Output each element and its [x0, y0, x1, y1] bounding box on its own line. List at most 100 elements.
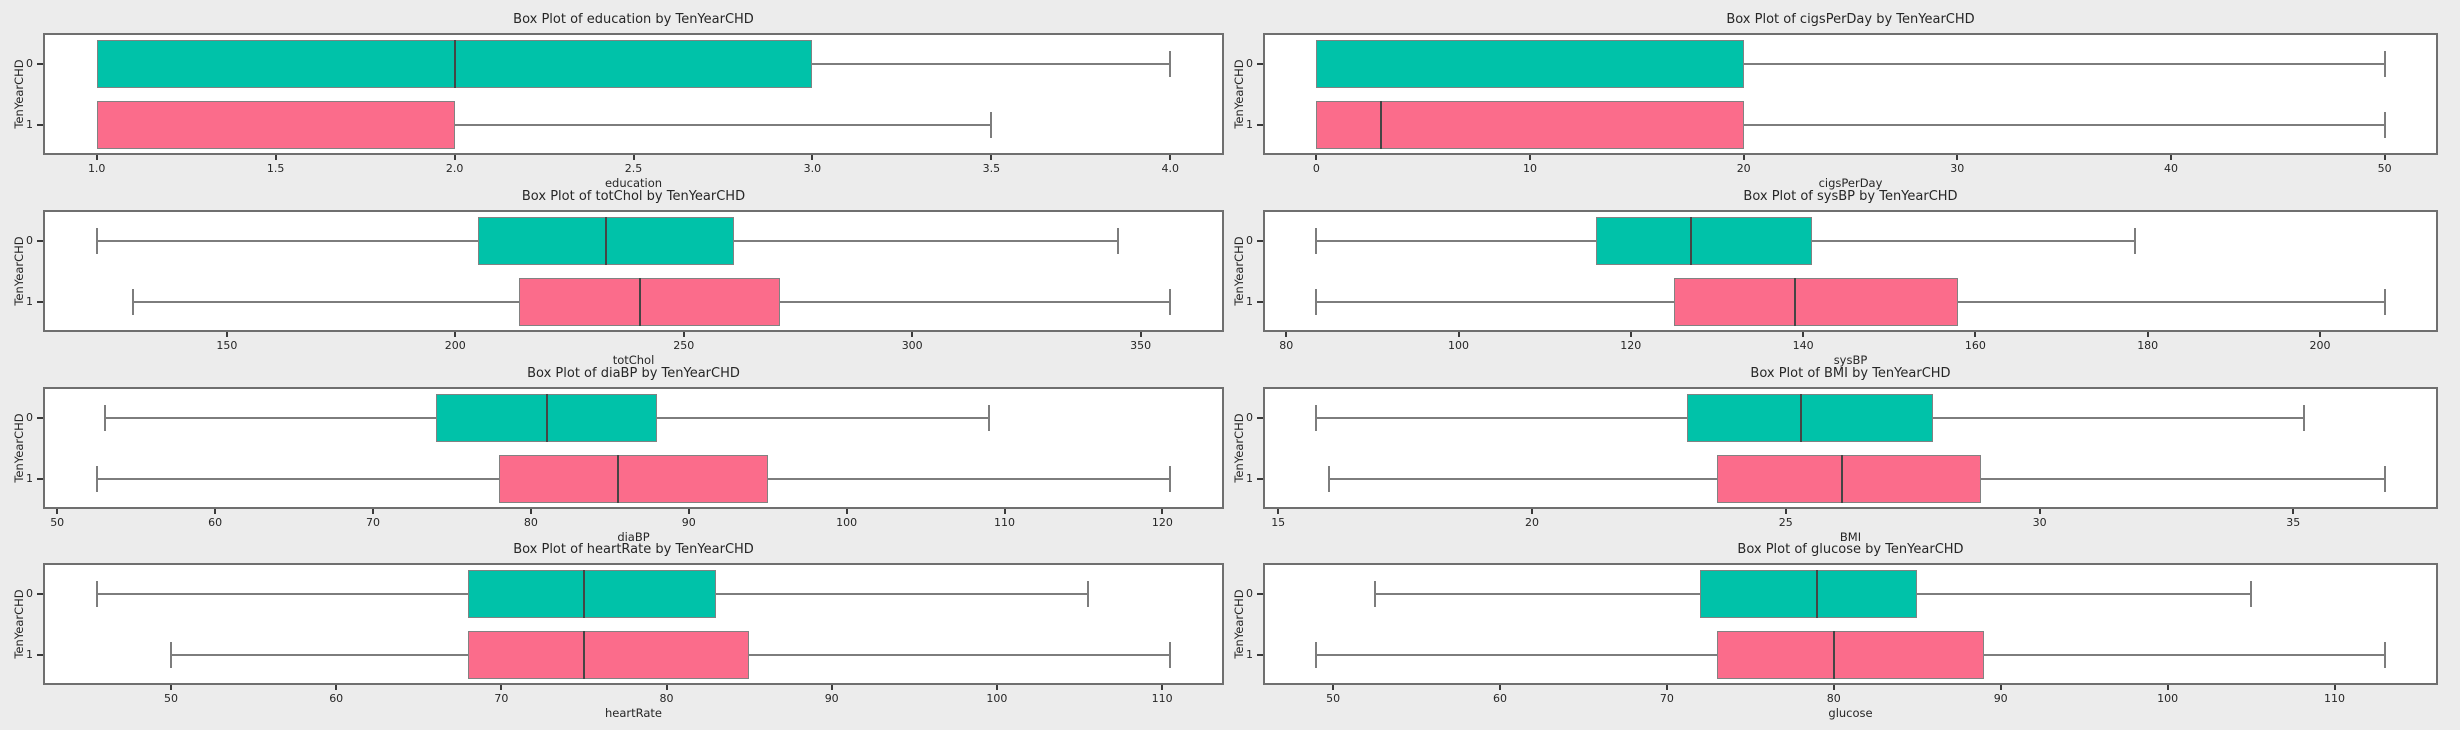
whisker-cap-max-sysBP-0 — [2133, 227, 2136, 254]
panel-title-cigsPerDay: Box Plot of cigsPerDay by TenYearCHD — [1726, 12, 1975, 27]
box-totChol-chd1 — [519, 277, 780, 326]
x-tick-label-cigsPerDay-2: 20 — [1736, 162, 1751, 175]
x-tick-label-sysBP-5: 180 — [2137, 339, 2159, 352]
x-tick-sysBP-3 — [1802, 332, 1805, 337]
y-tick-cigsPerDay-1 — [1257, 123, 1263, 126]
x-tick-label-education-5: 3.5 — [982, 162, 1001, 175]
x-tick-education-6 — [1169, 155, 1172, 160]
y-tick-heartRate-0 — [37, 592, 43, 595]
x-tick-label-BMI-1: 20 — [1525, 516, 1539, 529]
x-tick-label-education-3: 2.5 — [624, 162, 643, 175]
x-tick-label-cigsPerDay-1: 10 — [1523, 162, 1537, 175]
whisker-line-high-heartRate-0 — [716, 592, 1088, 595]
y-tick-label-BMI-1: 1 — [1246, 471, 1253, 485]
whisker-cap-min-glucose-1 — [1315, 641, 1318, 668]
x-tick-label-totChol-4: 350 — [1130, 339, 1152, 352]
x-tick-label-totChol-1: 200 — [444, 339, 466, 352]
x-tick-BMI-3 — [2038, 509, 2041, 514]
whisker-cap-min-BMI-1 — [1328, 465, 1330, 492]
panel-title-heartRate: Box Plot of heartRate by TenYearCHD — [513, 542, 754, 557]
whisker-cap-min-glucose-0 — [1373, 580, 1376, 607]
whisker-cap-max-cigsPerDay-0 — [2383, 50, 2386, 77]
whisker-line-high-glucose-1 — [1984, 653, 2385, 656]
x-tick-education-3 — [632, 155, 635, 160]
whisker-line-low-sysBP-0 — [1316, 239, 1597, 242]
x-tick-heartRate-6 — [1161, 685, 1164, 690]
x-tick-label-totChol-2: 250 — [673, 339, 695, 352]
median-line-glucose-0 — [1816, 569, 1819, 618]
x-tick-label-diaBP-7: 120 — [1151, 516, 1173, 529]
box-heartRate-chd1 — [468, 630, 750, 679]
y-tick-label-diaBP-1: 1 — [26, 471, 33, 485]
x-tick-cigsPerDay-3 — [1956, 155, 1959, 160]
median-line-glucose-1 — [1832, 630, 1835, 679]
x-tick-totChol-2 — [682, 332, 685, 337]
whisker-cap-max-glucose-0 — [2250, 580, 2253, 607]
x-tick-label-glucose-1: 60 — [1493, 692, 1507, 705]
x-tick-label-BMI-2: 25 — [1778, 516, 1793, 529]
y-tick-cigsPerDay-0 — [1257, 62, 1263, 65]
x-tick-sysBP-2 — [1629, 332, 1632, 337]
x-tick-education-2 — [453, 155, 456, 160]
median-line-totChol-0 — [605, 216, 608, 265]
median-line-sysBP-0 — [1690, 216, 1693, 265]
whisker-line-low-glucose-1 — [1316, 653, 1717, 656]
median-line-diaBP-0 — [545, 393, 548, 442]
x-tick-education-0 — [95, 155, 98, 160]
box-diaBP-chd1 — [499, 454, 768, 503]
x-tick-BMI-1 — [1531, 509, 1533, 514]
median-line-BMI-1 — [1840, 454, 1843, 503]
x-tick-diaBP-2 — [372, 509, 374, 514]
whisker-cap-max-diaBP-0 — [987, 404, 990, 431]
x-tick-label-diaBP-0: 50 — [50, 516, 65, 529]
y-tick-BMI-1 — [1257, 477, 1263, 480]
x-tick-sysBP-1 — [1457, 332, 1460, 337]
x-tick-heartRate-0 — [170, 685, 172, 690]
x-tick-label-sysBP-3: 140 — [1792, 339, 1814, 352]
x-tick-label-diaBP-5: 100 — [836, 516, 858, 529]
box-glucose-chd0 — [1700, 569, 1918, 618]
x-tick-diaBP-4 — [687, 509, 690, 514]
median-line-totChol-1 — [639, 277, 642, 326]
x-tick-diaBP-0 — [56, 509, 59, 514]
x-tick-glucose-4 — [1999, 685, 2002, 690]
whisker-line-low-diaBP-1 — [96, 477, 500, 480]
median-line-cigsPerDay-1 — [1379, 100, 1382, 149]
whisker-line-high-diaBP-0 — [657, 416, 989, 419]
x-tick-BMI-4 — [2292, 509, 2295, 514]
x-tick-glucose-1 — [1499, 685, 1501, 690]
whisker-line-high-heartRate-1 — [749, 653, 1171, 656]
panel-title-diaBP: Box Plot of diaBP by TenYearCHD — [527, 366, 740, 381]
x-tick-BMI-0 — [1277, 509, 1280, 514]
whisker-cap-max-education-1 — [990, 111, 993, 138]
whisker-cap-max-BMI-1 — [2383, 465, 2386, 492]
box-cigsPerDay-chd1 — [1316, 100, 1744, 149]
x-tick-label-heartRate-0: 50 — [164, 692, 178, 705]
x-tick-label-education-6: 4.0 — [1161, 162, 1180, 175]
x-tick-glucose-2 — [1665, 685, 1668, 690]
x-tick-label-diaBP-1: 60 — [208, 516, 223, 529]
x-tick-label-cigsPerDay-4: 40 — [2164, 162, 2178, 175]
x-tick-diaBP-1 — [214, 509, 217, 514]
whisker-line-high-cigsPerDay-1 — [1743, 123, 2385, 126]
y-tick-sysBP-1 — [1257, 300, 1263, 303]
whisker-line-high-diaBP-1 — [767, 477, 1171, 480]
box-education-chd1 — [96, 100, 455, 149]
x-axis-label-heartRate: heartRate — [604, 706, 663, 720]
x-tick-sysBP-0 — [1285, 332, 1288, 337]
whisker-cap-min-sysBP-0 — [1315, 227, 1318, 254]
x-tick-label-education-1: 1.5 — [266, 162, 285, 175]
x-axis-label-cigsPerDay: cigsPerDay — [1818, 176, 1883, 190]
x-tick-diaBP-6 — [1003, 509, 1006, 514]
whisker-line-low-BMI-1 — [1329, 477, 1718, 480]
median-line-heartRate-0 — [582, 569, 585, 618]
whisker-line-high-education-0 — [812, 62, 1171, 65]
whisker-cap-max-totChol-1 — [1169, 288, 1172, 315]
box-BMI-chd0 — [1686, 393, 1933, 442]
x-axis-label-totChol: totChol — [612, 353, 655, 367]
x-tick-label-glucose-2: 70 — [1659, 692, 1674, 705]
whisker-cap-max-glucose-1 — [2383, 641, 2386, 668]
whisker-cap-max-heartRate-0 — [1086, 580, 1089, 607]
x-tick-cigsPerDay-1 — [1529, 155, 1531, 160]
whisker-line-low-heartRate-0 — [96, 592, 469, 595]
